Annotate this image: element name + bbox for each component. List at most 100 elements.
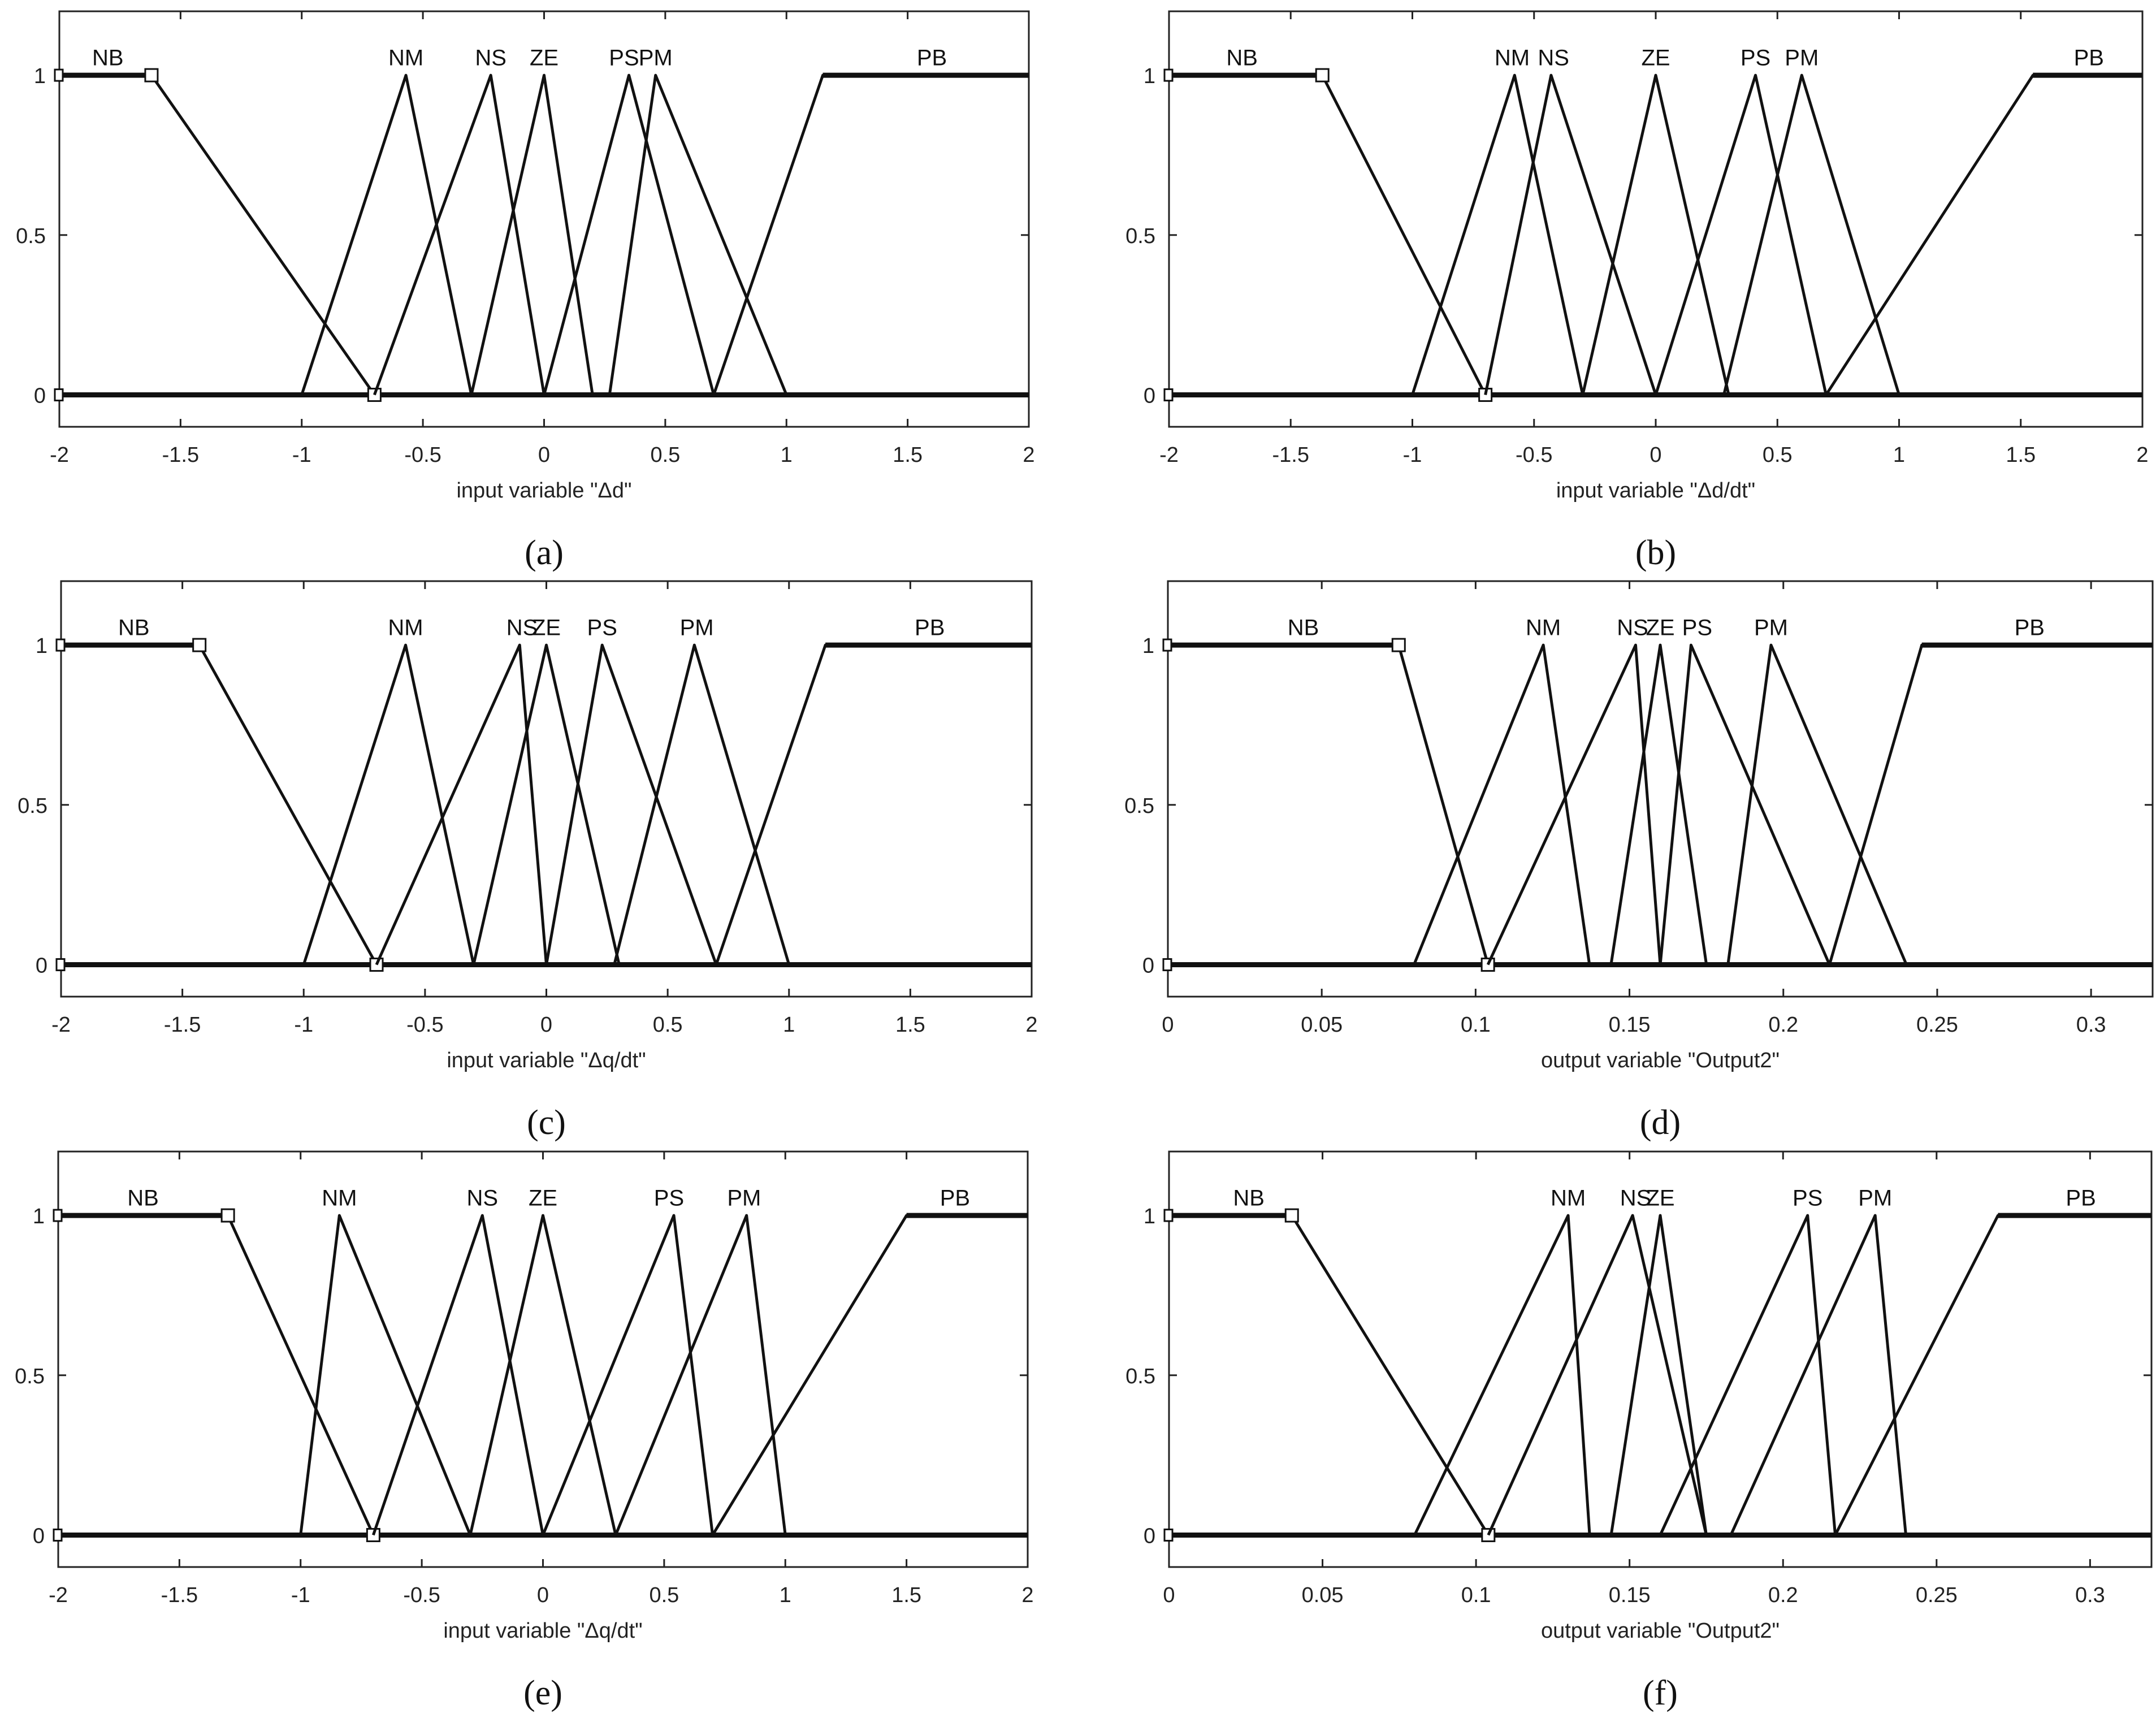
x-tick-label: 0 [1162,1013,1174,1037]
panel-caption: (a) [525,534,564,572]
mf-label-nb: NB [92,46,124,71]
x-tick-label: -2 [50,443,69,467]
mf-label-nm: NM [1551,1186,1586,1211]
mf-label-pm: PM [639,46,673,71]
mf-label-ps: PS [1793,1186,1822,1211]
mf-edge-marker [1163,68,1174,82]
mf-line-pb [715,643,1032,966]
x-tick-label: 0 [1163,1583,1175,1607]
panel-caption: (e) [523,1674,562,1712]
mf-line-pb [1834,1214,2151,1536]
mf-line-pb [712,73,1029,396]
mf-line-pm [1729,1214,1907,1536]
mf-label-ps: PS [1682,616,1712,640]
mf-line-pm [613,643,791,966]
mf-label-pb: PB [915,616,945,640]
mf-label-pb: PB [2074,46,2104,71]
mf-line-ns [1484,73,1657,396]
y-tick-label: 0 [1142,954,1154,977]
mf-line-pb [1825,73,2142,396]
x-tick-label: -1.5 [164,1013,201,1037]
mf-edge-marker [53,1209,63,1222]
mf-vertex-marker[interactable] [1391,638,1406,652]
chart-panel-1: -2 -1.5 -1 -0.5 0 0.5 1 1.5 2 0 0.5 1 NB NM NS ZE PS PM PB… [16,10,1035,572]
chart-panel-2: -2 -1.5 -1 -0.5 0 0.5 1 1.5 2 0 0.5 1 NB NM NS ZE PS PM PB… [1125,10,2149,572]
mf-label-nb: NB [1288,616,1319,640]
mf-vertex-marker[interactable] [1480,957,1495,972]
mf-label-ns: NS [506,616,538,640]
mf-line-nb [59,73,376,396]
x-tick-label: 0.25 [1916,1013,1958,1037]
mf-label-pb: PB [2015,616,2045,640]
x-tick-label: 0 [537,1583,549,1607]
x-axis-title: input variable "Δq/dt" [443,1619,642,1643]
mf-line-nb [61,643,378,966]
mf-label-nm: NM [1495,46,1530,71]
mf-label-ps: PS [609,46,639,71]
mf-line-pm [1722,73,1900,396]
x-tick-label: 1 [783,1013,795,1037]
mf-label-pm: PM [680,616,714,640]
mf-label-pb: PB [2066,1186,2096,1211]
y-tick-label: 0 [36,954,47,977]
x-tick-label: 0.1 [1461,1013,1491,1037]
mf-label-nb: NB [118,616,150,640]
x-tick-label: -1 [292,443,311,467]
mf-line-ze [470,73,594,396]
panel-caption: (f) [1643,1674,1678,1712]
mf-label-pb: PB [940,1186,970,1211]
mf-line-ns [1486,643,1662,966]
mf-line-pb [1828,643,2153,966]
x-tick-label: -0.5 [403,1583,440,1607]
x-tick-label: 0.05 [1302,1583,1344,1607]
mf-line-pb [711,1214,1028,1536]
mf-vertex-marker[interactable] [1284,1208,1299,1223]
x-tick-label: 0.5 [649,1583,679,1607]
mf-line-pm [608,73,788,396]
mf-edge-marker [1163,1209,1174,1222]
mf-line-ze [472,643,621,966]
mf-line-ps [1659,643,1831,966]
mf-vertex-marker[interactable] [144,68,159,83]
mf-label-pm: PM [1785,46,1819,71]
mf-edge-marker [1163,388,1174,401]
x-tick-label: 2 [2136,443,2148,467]
mf-line-ps [542,1214,715,1536]
mf-label-ze: ZE [1641,46,1670,71]
mf-vertex-marker[interactable] [192,638,207,652]
x-tick-label: 1 [780,1583,791,1607]
mf-label-ps: PS [1741,46,1770,71]
mf-line-ps [1654,73,1828,396]
x-tick-label: 0.5 [1763,443,1793,467]
x-tick-label: 0.3 [2076,1013,2106,1037]
mf-line-ns [1487,1214,1708,1536]
mf-line-nm [299,1214,472,1536]
mf-label-ps: PS [654,1186,684,1211]
chart-panel-5: -2 -1.5 -1 -0.5 0 0.5 1 1.5 2 0 0.5 1 NB NM NS ZE PS PM PB… [15,1150,1034,1712]
x-tick-label: 0.2 [1768,1583,1798,1607]
mf-line-ns [373,73,546,396]
y-tick-label: 0.5 [1124,794,1154,818]
axes-frame [1168,1150,2153,1568]
x-tick-label: -1.5 [162,443,199,467]
mf-vertex-marker[interactable] [220,1208,235,1223]
x-tick-label: -1.5 [161,1583,198,1607]
mf-label-pm: PM [727,1186,761,1211]
mf-label-ze: ZE [529,1186,557,1211]
x-tick-label: 2 [1025,1013,1037,1037]
mf-label-ns: NS [475,46,506,71]
mf-edge-marker [1163,1528,1174,1542]
x-tick-label: -0.5 [406,1013,443,1037]
mf-label-nm: NM [322,1186,357,1211]
mf-line-nb [1169,1214,1490,1536]
x-axis-title: output variable "Output2" [1541,1619,1780,1643]
mf-vertex-marker[interactable] [1315,68,1330,83]
mf-line-ns [375,643,548,966]
x-tick-label: -0.5 [1516,443,1552,467]
y-tick-label: 0.5 [1125,224,1155,248]
y-tick-label: 1 [1144,1205,1155,1228]
x-axis-title: input variable "Δd/dt" [1556,479,1755,503]
